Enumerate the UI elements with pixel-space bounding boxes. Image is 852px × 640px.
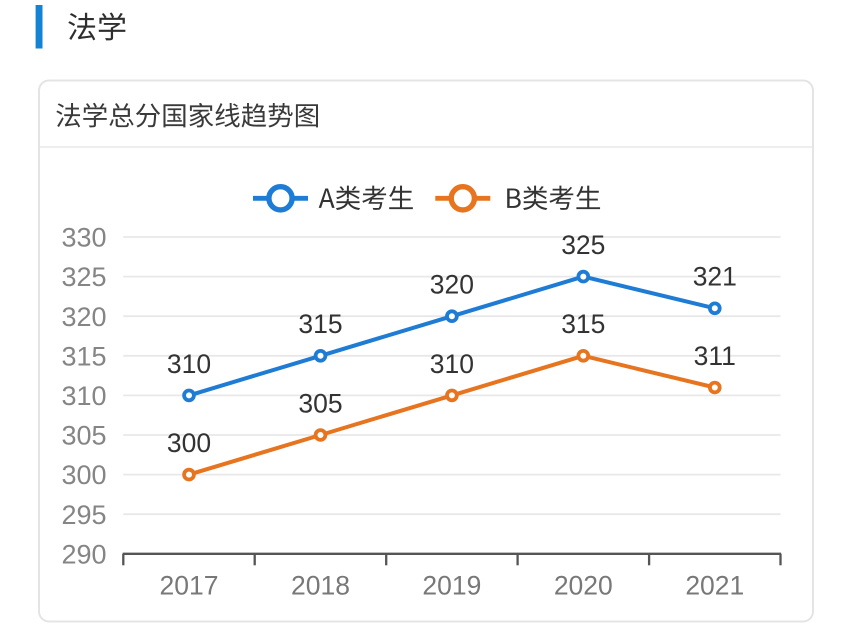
- svg-text:2017: 2017: [160, 571, 219, 601]
- svg-text:305: 305: [61, 421, 106, 451]
- svg-text:315: 315: [61, 341, 106, 371]
- svg-text:325: 325: [561, 230, 605, 260]
- svg-text:2019: 2019: [422, 571, 481, 601]
- svg-text:290: 290: [61, 539, 106, 569]
- svg-text:300: 300: [167, 428, 211, 458]
- svg-text:300: 300: [61, 460, 106, 490]
- svg-text:2018: 2018: [291, 571, 350, 601]
- svg-text:315: 315: [561, 309, 605, 339]
- svg-text:310: 310: [61, 381, 106, 411]
- svg-text:2020: 2020: [554, 571, 613, 601]
- svg-text:330: 330: [61, 223, 106, 253]
- svg-text:321: 321: [693, 262, 737, 292]
- svg-text:305: 305: [298, 388, 342, 418]
- svg-text:320: 320: [430, 270, 474, 300]
- svg-text:310: 310: [430, 349, 474, 379]
- svg-text:2021: 2021: [685, 571, 744, 601]
- svg-text:310: 310: [167, 349, 211, 379]
- svg-text:315: 315: [298, 309, 342, 339]
- svg-text:311: 311: [694, 341, 736, 371]
- svg-text:320: 320: [61, 302, 106, 332]
- svg-text:325: 325: [61, 262, 106, 292]
- svg-text:295: 295: [61, 500, 106, 530]
